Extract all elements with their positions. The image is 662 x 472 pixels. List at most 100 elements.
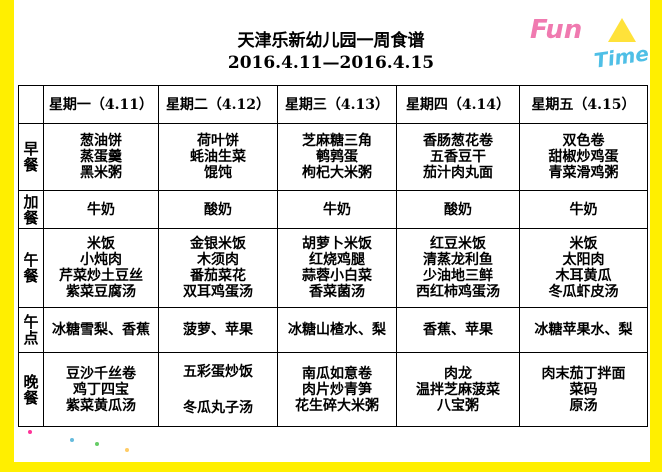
dish: 豆沙千丝卷 [66, 365, 136, 382]
dish: 原汤 [569, 397, 598, 414]
meal-label: 午餐 [18, 228, 44, 308]
dish: 蒜蓉小白菜 [302, 268, 372, 284]
dish: 蚝油生菜 [190, 149, 246, 165]
dish: 南瓜如意卷 [302, 365, 372, 382]
dish: 蒸蛋羹 [80, 149, 122, 165]
dish: 五彩蛋炒饭 [183, 363, 253, 380]
menu-cell: 葱油饼 蒸蛋羹 黑米粥 [43, 123, 159, 191]
dish: 木须肉 [197, 252, 239, 268]
menu-cell: 肉末茄丁拌面 菜码 原汤 [519, 352, 648, 427]
dish: 双色卷 [562, 133, 605, 149]
dish: 花生碎大米粥 [295, 397, 379, 414]
dish: 枸杞大米粥 [302, 165, 372, 181]
dish: 酸奶 [444, 201, 472, 218]
dish: 冰糖山楂水、梨 [288, 322, 386, 338]
dish: 小炖肉 [80, 252, 122, 268]
menu-cell: 牛奶 [519, 190, 648, 229]
dish: 牛奶 [87, 201, 115, 218]
dish: 香菜菌汤 [309, 284, 365, 300]
menu-cell: 芝麻糖三角 鹌鹑蛋 枸杞大米粥 [277, 123, 397, 191]
dish: 青菜滑鸡粥 [548, 165, 619, 181]
dish: 少油地三鲜 [423, 268, 493, 284]
menu-cell: 五彩蛋炒饭 冬瓜丸子汤 [158, 352, 278, 427]
meal-label-text: 午点 [23, 313, 39, 347]
menu-cell: 米饭 小炖肉 芹菜炒土豆丝 紫菜豆腐汤 [43, 228, 159, 308]
meal-label-text: 早餐 [23, 140, 39, 174]
meal-row: 早餐 葱油饼 蒸蛋羹 黑米粥 荷叶饼 蚝油生菜 馄饨 芝麻糖三角 鹌鹑蛋 枸杞大米粥 香肠葱花卷 五香… [18, 123, 648, 191]
menu-cell: 冰糖山楂水、梨 [277, 307, 397, 353]
dish: 牛奶 [569, 201, 598, 218]
menu-cell: 香肠葱花卷 五香豆干 茄汁肉丸面 [396, 123, 520, 191]
meal-label: 加餐 [18, 190, 44, 229]
dish: 葱油饼 [80, 133, 122, 149]
meal-label-text: 晚餐 [23, 372, 39, 407]
meal-row: 午餐 米饭 小炖肉 芹菜炒土豆丝 紫菜豆腐汤 金银米饭 木须肉 番茄菜花 双耳鸡蛋汤 胡萝卜米饭红… [18, 228, 648, 308]
menu-cell: 荷叶饼 蚝油生菜 馄饨 [158, 123, 278, 191]
menu-table: 星期一（4.11） 星期二（4.12） 星期三（4.13） 星期四（4.14） 星期五（… [18, 85, 648, 427]
dish: 菠萝、苹果 [183, 322, 253, 338]
menu-cell: 冰糖苹果水、梨 [519, 307, 648, 353]
meal-label: 晚餐 [18, 352, 44, 427]
dish: 太阳肉 [562, 252, 605, 268]
dish: 冰糖苹果水、梨 [534, 322, 633, 338]
dish: 米饭 [569, 236, 598, 252]
dish: 甜椒炒鸡蛋 [548, 149, 619, 165]
dish: 胡萝卜米饭 [302, 236, 372, 252]
dish: 黑米粥 [80, 165, 122, 181]
menu-cell: 米饭 太阳肉 木耳黄瓜 冬瓜虾皮汤 [519, 228, 648, 308]
menu-cell: 酸奶 [396, 190, 520, 229]
dish: 馄饨 [204, 165, 232, 181]
dot [70, 438, 74, 442]
meal-row: 晚餐 豆沙千丝卷 鸡丁四宝 紫菜黄瓜汤 五彩蛋炒饭 冬瓜丸子汤 南瓜如意卷 肉片炒青笋 花生碎大… [18, 352, 648, 427]
day-header: 星期一（4.11） [43, 85, 159, 124]
menu-cell: 香蕉、苹果 [396, 307, 520, 353]
logo-time: Time [592, 41, 651, 73]
day-header: 星期二（4.12） [158, 85, 278, 124]
meal-label-text: 午餐 [23, 251, 39, 285]
dish: 西红柿鸡蛋汤 [416, 284, 500, 300]
dish: 香肠葱花卷 [423, 133, 493, 149]
dish: 芝麻糖三角 [302, 133, 372, 149]
page-title: 天津乐新幼儿园一周食谱 [237, 31, 425, 51]
logo-fun: Fun [530, 15, 583, 45]
menu-cell: 酸奶 [158, 190, 278, 229]
day-header: 星期四（4.14） [396, 85, 520, 124]
corner-cell [18, 85, 44, 124]
dish: 肉片炒青笋 [302, 381, 372, 398]
dish: 紫菜豆腐汤 [66, 284, 136, 300]
dish: 米饭 [87, 236, 115, 252]
menu-cell: 金银米饭 木须肉 番茄菜花 双耳鸡蛋汤 [158, 228, 278, 308]
dish: 肉龙 [444, 365, 472, 382]
menu-cell: 菠萝、苹果 [158, 307, 278, 353]
dish: 茄汁肉丸面 [423, 165, 493, 181]
dish: 木耳黄瓜 [555, 268, 612, 284]
dish: 鸡丁四宝 [73, 381, 129, 398]
dish: 菜码 [569, 381, 598, 398]
decorative-dots [20, 430, 140, 460]
dot [95, 442, 99, 446]
menu-cell: 胡萝卜米饭 红烧鸡腿 蒜蓉小白菜 香菜菌汤 [277, 228, 397, 308]
menu-cell: 豆沙千丝卷 鸡丁四宝 紫菜黄瓜汤 [43, 352, 159, 427]
day-header: 星期五（4.15） [519, 85, 648, 124]
menu-cell: 牛奶 [43, 190, 159, 229]
dish: 紫菜黄瓜汤 [66, 397, 136, 414]
dish: 温拌芝麻菠菜 [416, 381, 500, 398]
meal-label: 早餐 [18, 123, 44, 191]
dish: 金银米饭 [190, 236, 246, 252]
dish: 冬瓜虾皮汤 [548, 284, 619, 300]
dot [28, 430, 32, 434]
dish: 红烧鸡腿 [309, 252, 365, 268]
dish: 肉末茄丁拌面 [541, 365, 626, 382]
dish: 红豆米饭 [430, 236, 486, 252]
day-header: 星期三（4.13） [277, 85, 397, 124]
dot [125, 448, 129, 452]
dish: 番茄菜花 [190, 268, 246, 284]
dish: 酸奶 [204, 201, 232, 218]
dish: 香蕉、苹果 [423, 322, 493, 338]
menu-cell: 南瓜如意卷 肉片炒青笋 花生碎大米粥 [277, 352, 397, 427]
menu-cell: 冰糖雪梨、香蕉 [43, 307, 159, 353]
fun-time-logo: Fun Time [530, 14, 650, 76]
dish: 双耳鸡蛋汤 [183, 284, 253, 300]
meal-label: 午点 [18, 307, 44, 353]
dish: 冰糖雪梨、香蕉 [52, 322, 150, 338]
